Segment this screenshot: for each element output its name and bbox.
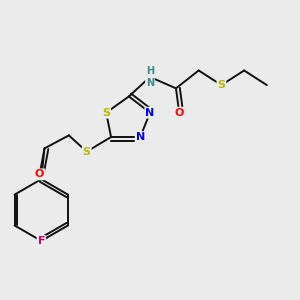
Text: N: N (146, 108, 154, 118)
Text: O: O (35, 169, 44, 179)
Text: S: S (83, 147, 91, 157)
Text: O: O (175, 108, 184, 118)
Text: S: S (102, 108, 110, 118)
Text: F: F (38, 236, 45, 246)
Text: N: N (136, 132, 145, 142)
Text: S: S (218, 80, 225, 90)
Text: H
N: H N (146, 66, 154, 88)
